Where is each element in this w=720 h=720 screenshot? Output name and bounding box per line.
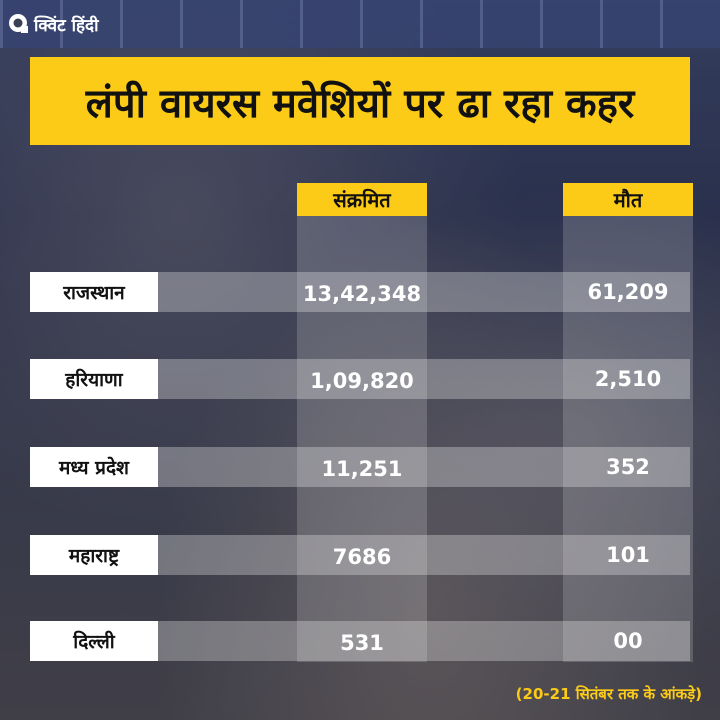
state-label: हरियाणा [30,359,158,399]
state-label: दिल्ली [30,621,158,661]
deaths-value: 352 [606,455,650,479]
brand-logo: क्विंट हिंदी [8,6,158,42]
deaths-value: 101 [606,543,650,567]
column-band-deaths [563,216,693,662]
column-header-infected: संक्रमित [297,183,427,216]
shed-roof [0,0,720,48]
state-label: मध्य प्रदेश [30,447,158,487]
deaths-value: 61,209 [587,280,669,304]
deaths-value: 2,510 [594,367,662,391]
state-label: महाराष्ट्र [30,535,158,575]
infected-value: 11,251 [321,457,403,481]
infected-value: 1,09,820 [310,369,414,393]
page-title: लंपी वायरस मवेशियों पर ढा रहा कहर [85,80,635,127]
column-band-infected [297,216,427,662]
column-header-deaths: मौत [563,183,693,216]
title-banner: लंपी वायरस मवेशियों पर ढा रहा कहर [30,57,690,145]
brand-name: क्विंट हिंदी [34,15,99,36]
infected-value: 531 [340,631,384,655]
data-date-footnote: (20-21 सितंबर तक के आंकड़े) [515,685,702,703]
infected-value: 13,42,348 [302,282,422,306]
quint-logo-icon [9,14,28,33]
state-label: राजस्थान [30,272,158,312]
infected-value: 7686 [332,545,392,569]
deaths-value: 00 [613,629,643,653]
